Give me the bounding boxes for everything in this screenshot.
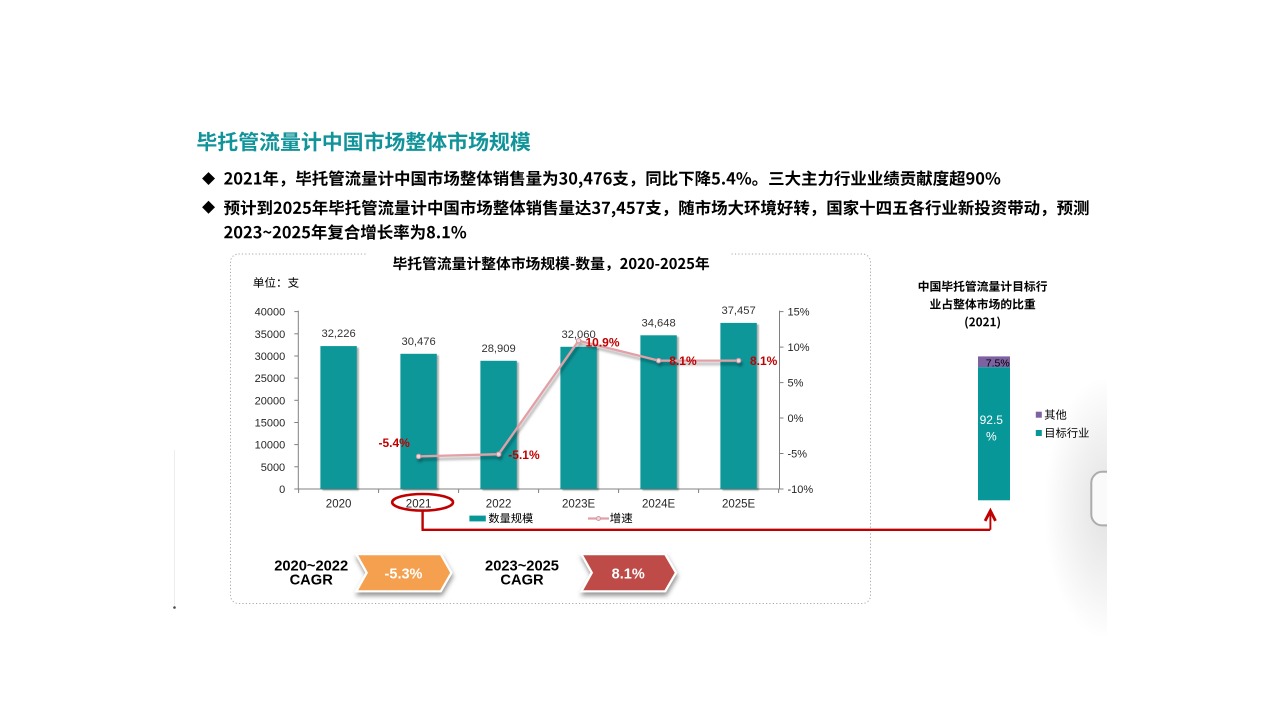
svg-text:2020~2022: 2020~2022 xyxy=(274,559,348,575)
svg-text:32,226: 32,226 xyxy=(321,328,355,340)
svg-text:0%: 0% xyxy=(788,413,804,425)
svg-text:8.1%: 8.1% xyxy=(669,354,697,368)
svg-text:-5.4%: -5.4% xyxy=(379,436,411,450)
svg-text:CAGR: CAGR xyxy=(290,573,334,589)
svg-text:8.1%: 8.1% xyxy=(612,566,645,582)
svg-text:10.9%: 10.9% xyxy=(586,335,620,349)
svg-text:-10%: -10% xyxy=(788,484,814,496)
svg-text:2021: 2021 xyxy=(406,498,432,510)
svg-text:28,909: 28,909 xyxy=(481,343,515,355)
svg-text:2024E: 2024E xyxy=(642,498,676,510)
svg-text:35000: 35000 xyxy=(255,329,286,341)
svg-text:15000: 15000 xyxy=(255,417,286,429)
svg-text:25000: 25000 xyxy=(255,373,286,385)
svg-text:%: % xyxy=(986,430,997,444)
svg-text:10000: 10000 xyxy=(255,440,286,452)
svg-text:2022: 2022 xyxy=(486,498,512,510)
svg-text:8.1%: 8.1% xyxy=(750,354,778,368)
svg-text:5%: 5% xyxy=(788,378,804,390)
svg-text:10%: 10% xyxy=(788,342,810,354)
svg-text:CAGR: CAGR xyxy=(500,573,544,589)
svg-text:40000: 40000 xyxy=(255,307,286,319)
svg-text:2023E: 2023E xyxy=(562,498,596,510)
svg-text:-5.1%: -5.1% xyxy=(508,448,540,462)
svg-text:32,060: 32,060 xyxy=(561,329,595,341)
svg-text:30,476: 30,476 xyxy=(401,336,435,348)
svg-text:7.5%: 7.5% xyxy=(986,357,1010,369)
svg-text:-5%: -5% xyxy=(788,449,808,461)
svg-text:20000: 20000 xyxy=(255,395,286,407)
svg-text:15%: 15% xyxy=(788,307,810,319)
svg-text:37,457: 37,457 xyxy=(721,305,755,317)
svg-text:-5.3%: -5.3% xyxy=(385,566,423,582)
svg-text:5000: 5000 xyxy=(261,462,285,474)
svg-text:2020: 2020 xyxy=(326,498,352,510)
svg-text:2025E: 2025E xyxy=(722,498,756,510)
svg-text:30000: 30000 xyxy=(255,351,286,363)
svg-text:0: 0 xyxy=(279,484,285,496)
svg-text:2023~2025: 2023~2025 xyxy=(485,559,559,575)
svg-text:34,648: 34,648 xyxy=(641,317,675,329)
svg-text:92.5: 92.5 xyxy=(980,413,1004,427)
